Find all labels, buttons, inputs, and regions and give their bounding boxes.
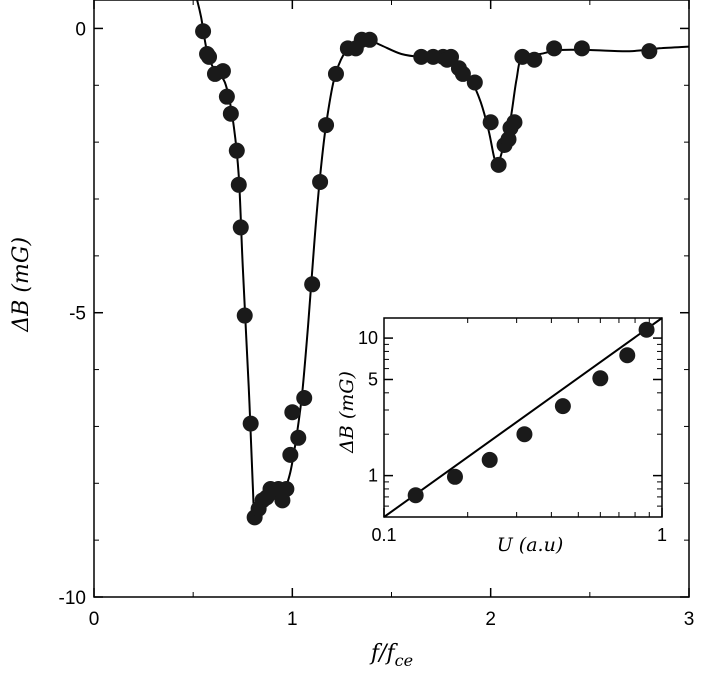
main-data-point	[278, 480, 295, 497]
inset-y-axis-label: ΔB (mG)	[336, 371, 358, 454]
main-y-axis-label: ΔB (mG)	[9, 237, 34, 333]
main-x-tick-label: 0	[89, 609, 100, 630]
main-data-point	[546, 40, 563, 57]
main-data-point	[218, 88, 235, 105]
main-data-point	[282, 446, 299, 463]
main-data-point	[318, 117, 335, 134]
inset-y-tick-label: 1	[368, 466, 378, 486]
inset-data-point	[407, 487, 424, 504]
main-data-point	[296, 390, 313, 406]
main-x-tick-label: 3	[684, 609, 695, 630]
main-chart: 0 1 2 3 0 -5 -10 ΔB (mG) f/fce	[9, 0, 694, 670]
main-y-tick-label: -10	[59, 588, 86, 609]
main-y-tick-label: 0	[75, 19, 86, 40]
inset-x-tick-label: 0.1	[371, 525, 396, 545]
main-data-point	[443, 48, 459, 65]
main-data-point	[454, 65, 471, 82]
inset-data-point	[516, 426, 533, 443]
main-data-point	[232, 219, 249, 236]
main-data-point	[641, 43, 658, 60]
main-data-point	[327, 65, 344, 82]
main-data-point	[230, 176, 247, 193]
inset-data-point	[446, 468, 463, 485]
inset-y-tick-label: 5	[368, 369, 378, 389]
main-data-point	[304, 276, 321, 293]
inset-data-points	[407, 321, 655, 504]
main-data-point	[201, 48, 218, 65]
main-data-point	[222, 105, 239, 122]
inset-chart: 0.1 1 1 5 10 ΔB (mG) U (a.u)	[336, 317, 667, 556]
main-data-point	[312, 173, 329, 190]
inset-data-point	[638, 321, 655, 338]
main-data-point	[506, 114, 523, 131]
inset-fit-line	[383, 317, 663, 518]
main-data-point	[214, 63, 231, 80]
main-data-point	[228, 142, 245, 159]
main-axis-ticks: 0 1 2 3 0 -5 -10	[59, 0, 695, 630]
main-data-points	[195, 23, 658, 526]
main-data-point	[361, 31, 378, 48]
main-data-point	[466, 74, 483, 91]
inset-x-tick-label: 1	[657, 525, 667, 545]
main-data-point	[482, 114, 499, 131]
main-data-point	[573, 40, 590, 57]
main-x-axis-label: f/fce	[369, 641, 413, 670]
inset-y-tick-label: 10	[358, 328, 378, 348]
inset-data-point	[619, 347, 636, 364]
inset-x-axis-label: U (a.u)	[497, 534, 563, 556]
main-data-point	[526, 51, 543, 68]
main-x-tick-label: 2	[485, 609, 496, 630]
inset-data-point	[481, 451, 498, 468]
main-x-tick-label: 1	[287, 609, 298, 630]
main-data-point	[290, 429, 307, 446]
main-data-point	[195, 23, 212, 40]
inset-data-point	[592, 370, 609, 387]
main-data-point	[413, 48, 430, 65]
main-data-point	[236, 307, 253, 324]
main-data-point	[284, 404, 301, 421]
main-y-tick-label: -5	[69, 304, 86, 325]
main-data-point	[242, 415, 259, 432]
inset-data-point	[554, 398, 571, 415]
inset-axis-ticks: 0.1 1 1 5 10	[358, 318, 667, 545]
main-data-point	[490, 156, 507, 173]
